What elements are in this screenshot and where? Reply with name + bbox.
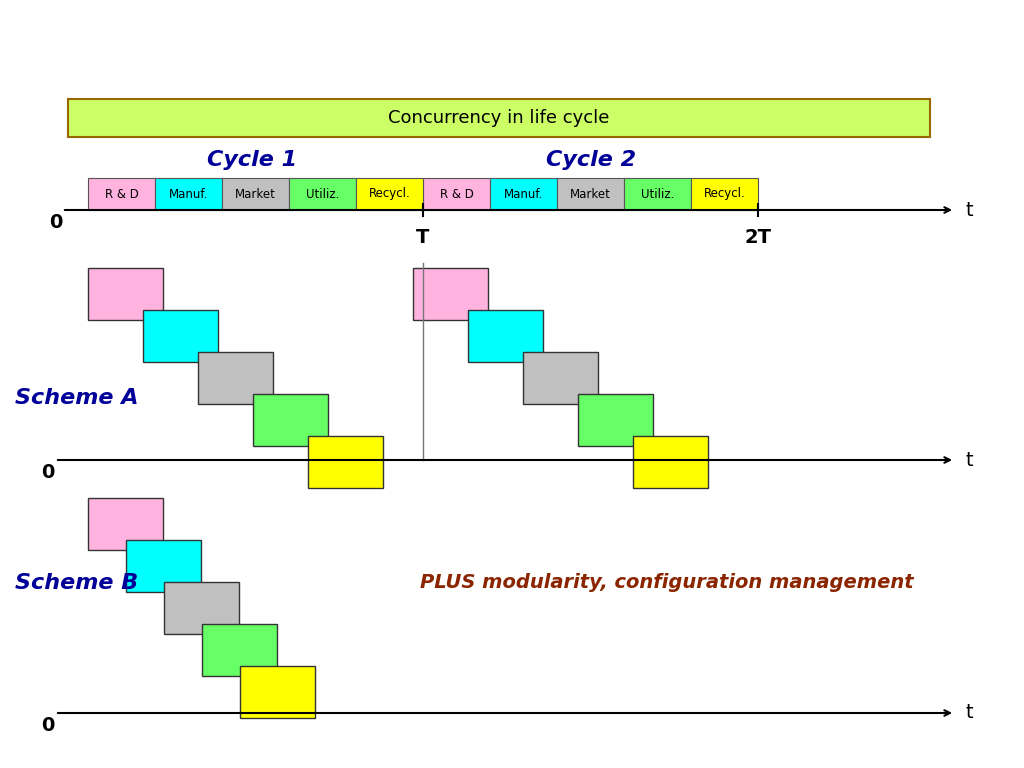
Text: Scheme B: Scheme B bbox=[15, 573, 138, 593]
Bar bbox=[413, 268, 488, 320]
Text: t: t bbox=[965, 200, 973, 220]
Bar bbox=[68, 99, 930, 137]
Text: T: T bbox=[417, 228, 430, 247]
Bar bbox=[308, 436, 383, 488]
Bar bbox=[222, 178, 289, 210]
Bar bbox=[490, 178, 557, 210]
Bar bbox=[88, 178, 155, 210]
Text: Manuf.: Manuf. bbox=[504, 187, 543, 200]
Text: Cycle 1: Cycle 1 bbox=[207, 150, 297, 170]
Text: Market: Market bbox=[570, 187, 611, 200]
Text: t: t bbox=[965, 703, 973, 723]
Bar bbox=[423, 178, 490, 210]
Bar bbox=[289, 178, 356, 210]
Bar bbox=[155, 178, 222, 210]
Text: t: t bbox=[965, 451, 973, 469]
Text: 0: 0 bbox=[48, 213, 62, 232]
Text: Recycl.: Recycl. bbox=[369, 187, 411, 200]
Bar bbox=[557, 178, 624, 210]
Bar bbox=[240, 666, 315, 718]
Text: Recycl.: Recycl. bbox=[703, 187, 745, 200]
Text: 2T: 2T bbox=[744, 228, 771, 247]
Bar bbox=[88, 498, 163, 550]
Text: Cycle 2: Cycle 2 bbox=[546, 150, 636, 170]
Text: Market: Market bbox=[236, 187, 275, 200]
Bar bbox=[253, 394, 328, 446]
Bar bbox=[624, 178, 691, 210]
Text: 0: 0 bbox=[42, 716, 55, 735]
Bar bbox=[202, 624, 278, 676]
Bar bbox=[198, 352, 273, 404]
Text: Scheme A: Scheme A bbox=[15, 388, 138, 408]
Text: PLUS modularity, configuration management: PLUS modularity, configuration managemen… bbox=[420, 574, 913, 592]
Text: R & D: R & D bbox=[439, 187, 473, 200]
Text: Concurrency in life cycle: Concurrency in life cycle bbox=[388, 109, 609, 127]
Bar bbox=[164, 582, 239, 634]
Text: 0: 0 bbox=[42, 463, 55, 482]
Bar bbox=[578, 394, 653, 446]
Text: Utiliz.: Utiliz. bbox=[641, 187, 674, 200]
Bar bbox=[88, 268, 163, 320]
Bar bbox=[691, 178, 758, 210]
Bar bbox=[356, 178, 423, 210]
Bar bbox=[523, 352, 598, 404]
Text: Manuf.: Manuf. bbox=[169, 187, 208, 200]
Bar bbox=[633, 436, 708, 488]
Text: R & D: R & D bbox=[104, 187, 138, 200]
Bar bbox=[126, 540, 201, 592]
Bar bbox=[143, 310, 218, 362]
Text: Utiliz.: Utiliz. bbox=[306, 187, 339, 200]
Bar bbox=[468, 310, 543, 362]
